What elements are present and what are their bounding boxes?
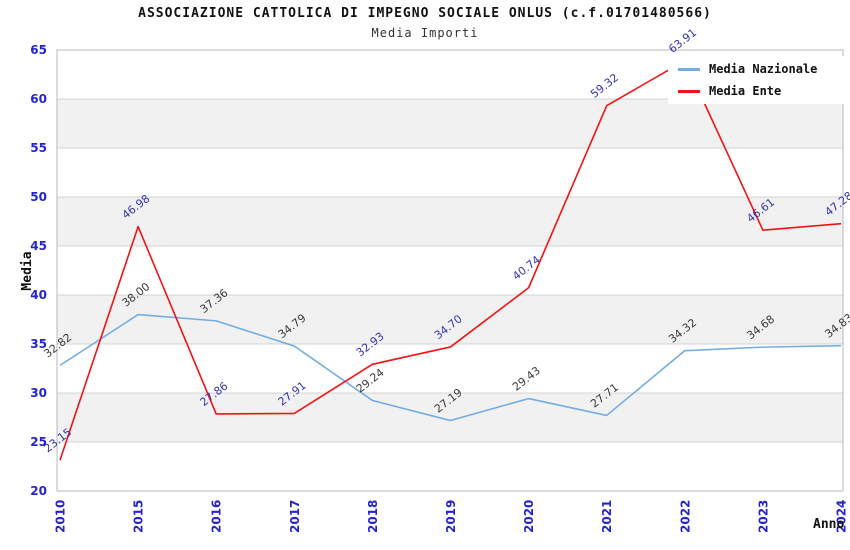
x-tick-label: 2017 bbox=[288, 500, 302, 533]
plot-band bbox=[57, 295, 843, 344]
legend-label-media-ente: Media Ente bbox=[709, 84, 782, 98]
legend-item-media-ente: Media Ente bbox=[678, 84, 846, 98]
y-tick-label: 65 bbox=[30, 43, 47, 57]
x-tick-label: 2020 bbox=[522, 500, 536, 533]
chart-subtitle: Media Importi bbox=[371, 26, 479, 40]
plot-band bbox=[57, 442, 843, 491]
plot-frame bbox=[56, 49, 844, 492]
chart-title: ASSOCIAZIONE CATTOLICA DI IMPEGNO SOCIAL… bbox=[138, 6, 712, 21]
legend-item-media-nazionale: Media Nazionale bbox=[678, 62, 846, 76]
y-tick-label: 45 bbox=[30, 239, 47, 253]
y-axis-title: Media bbox=[20, 251, 35, 290]
y-tick-label: 55 bbox=[30, 141, 47, 155]
plot-band bbox=[57, 246, 843, 295]
y-tick-label: 40 bbox=[30, 288, 47, 302]
media-ente-line-swatch bbox=[678, 89, 700, 93]
y-tick-label: 30 bbox=[30, 386, 47, 400]
x-tick-label: 2024 bbox=[835, 500, 849, 533]
x-tick-label: 2022 bbox=[678, 500, 692, 533]
plot-band bbox=[57, 393, 843, 442]
y-tick-label: 20 bbox=[30, 484, 47, 498]
x-tick-label: 2010 bbox=[54, 500, 68, 533]
x-axis-title: Anno bbox=[813, 517, 844, 532]
legend-label-media-nazionale: Media Nazionale bbox=[709, 62, 818, 76]
plot-band bbox=[57, 148, 843, 197]
plot-band bbox=[57, 197, 843, 246]
media-nazionale-line-swatch bbox=[678, 67, 700, 71]
y-tick-label: 60 bbox=[30, 92, 47, 106]
y-tick-label: 50 bbox=[30, 190, 47, 204]
x-tick-label: 2023 bbox=[756, 500, 770, 533]
y-tick-label: 35 bbox=[30, 337, 47, 351]
series-line-media-nazionale bbox=[59, 313, 842, 422]
x-tick-label: 2015 bbox=[132, 500, 146, 533]
x-tick-label: 2016 bbox=[210, 500, 224, 533]
plot-band bbox=[57, 344, 843, 393]
y-tick-label: 25 bbox=[30, 435, 47, 449]
series-line-media-ente bbox=[59, 59, 842, 461]
x-tick-label: 2019 bbox=[444, 500, 458, 533]
x-tick-label: 2021 bbox=[600, 500, 614, 533]
plot-band bbox=[57, 99, 843, 148]
x-tick-label: 2018 bbox=[366, 500, 380, 533]
legend: Media Nazionale Media Ente bbox=[668, 56, 846, 104]
